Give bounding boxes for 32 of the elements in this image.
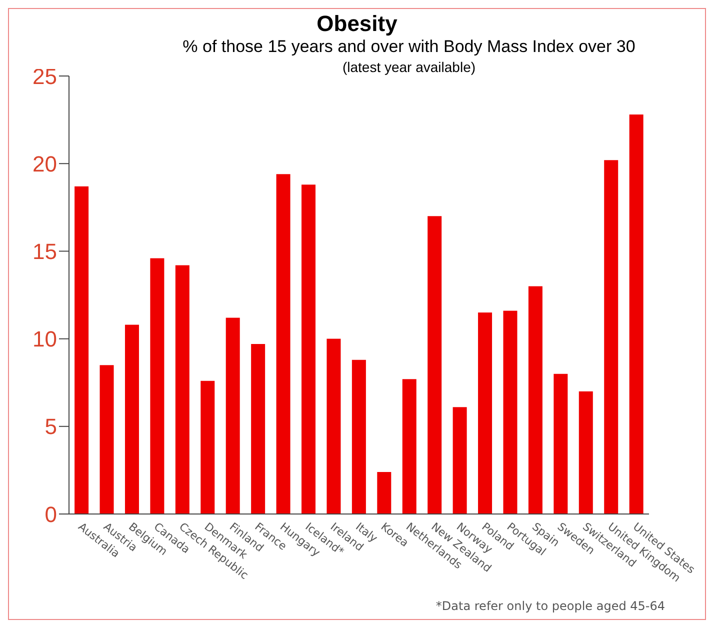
bar xyxy=(428,216,442,514)
y-tick-label: 15 xyxy=(32,239,57,264)
bar xyxy=(528,286,542,514)
bar xyxy=(352,360,366,514)
bar xyxy=(226,318,240,514)
bar xyxy=(578,391,593,514)
bar xyxy=(124,324,139,514)
bar xyxy=(200,380,215,514)
bar xyxy=(100,365,114,514)
bar xyxy=(629,114,644,514)
bar xyxy=(74,186,89,514)
bar xyxy=(326,338,341,514)
chart-subtitle: % of those 15 years and over with Body Mass Index over 30 xyxy=(182,37,636,57)
bar xyxy=(452,407,467,514)
bar xyxy=(554,374,568,514)
text: *Data refer only to people aged 45-64 xyxy=(436,599,665,613)
bar xyxy=(175,265,190,514)
bar xyxy=(478,312,492,514)
y-tick-label: 0 xyxy=(44,502,57,527)
text: (latest year available) xyxy=(341,59,477,75)
chart-title: Obesity xyxy=(316,11,398,37)
bar xyxy=(402,379,416,514)
bar xyxy=(150,258,164,514)
bar xyxy=(604,160,618,514)
bar xyxy=(251,344,266,514)
bar xyxy=(503,310,518,514)
bar xyxy=(276,174,290,514)
y-tick-label: 20 xyxy=(32,151,57,176)
y-tick-label: 10 xyxy=(32,326,57,352)
bar xyxy=(377,472,392,514)
y-tick-label: 5 xyxy=(44,414,57,440)
bar xyxy=(302,184,316,514)
